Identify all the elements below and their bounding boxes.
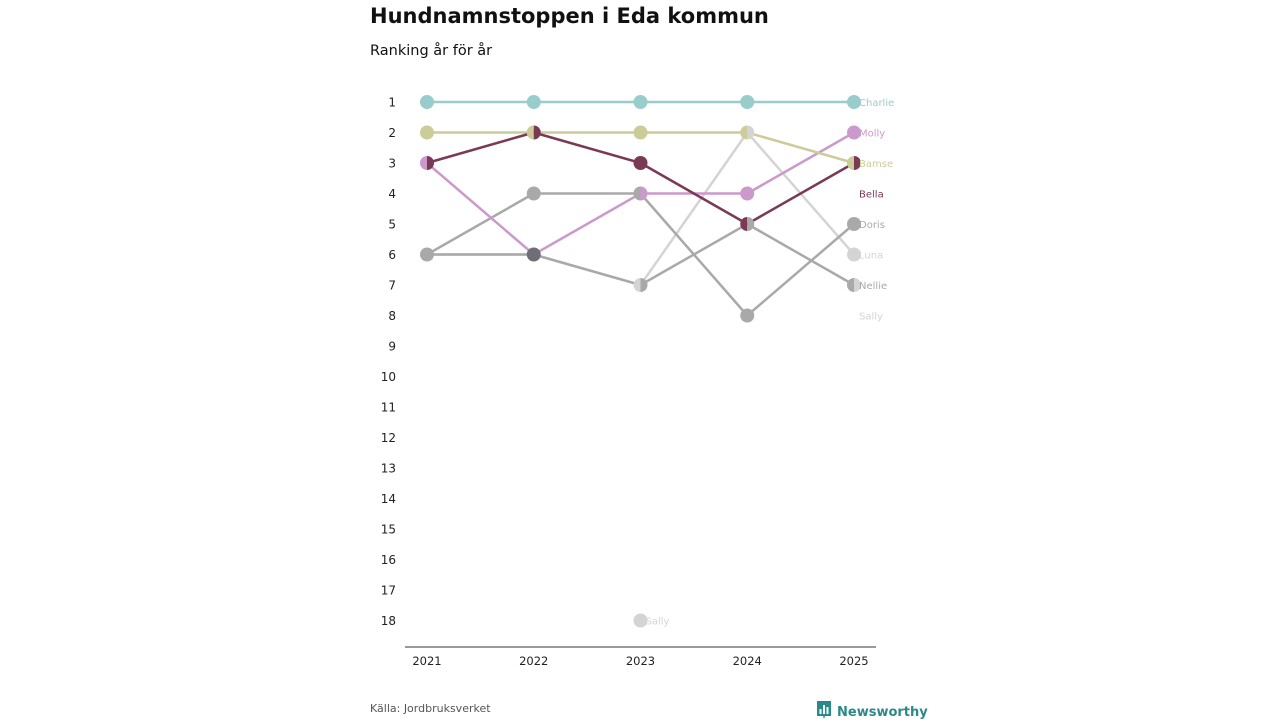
rank-point-2024-8 xyxy=(740,308,755,323)
rank-point-2022-6 xyxy=(526,247,541,262)
end-label-sally: Sally xyxy=(859,312,883,323)
rank-point-2024-2 xyxy=(740,125,755,140)
y-tick-label-2: 2 xyxy=(388,126,396,140)
end-label-bamse: Bamse xyxy=(859,159,893,170)
end-label-nellie: Nellie xyxy=(859,281,887,292)
rank-point-2025-6 xyxy=(847,247,861,262)
brand-logo: Newsworthy xyxy=(816,700,928,724)
y-tick-label-18: 18 xyxy=(381,614,396,628)
y-tick-label-15: 15 xyxy=(381,523,396,537)
y-tick-label-9: 9 xyxy=(388,340,396,354)
chart-subtitle: Ranking år för år xyxy=(370,43,493,59)
x-tick-label-2022: 2022 xyxy=(519,654,548,668)
rank-point-2025-2 xyxy=(847,125,861,140)
y-tick-label-4: 4 xyxy=(388,187,396,201)
y-tick-label-14: 14 xyxy=(381,492,396,506)
rank-point-2025-3 xyxy=(847,156,861,170)
x-axis: 2021 2022 2023 2024 2025 xyxy=(405,646,876,668)
rank-point-2023-4 xyxy=(633,186,648,201)
y-tick-label-11: 11 xyxy=(381,401,396,415)
rank-point-2023-7 xyxy=(633,278,648,292)
rank-point-2021-1 xyxy=(420,95,434,109)
rank-point-2025-5 xyxy=(847,217,861,231)
y-tick-label-6: 6 xyxy=(388,248,396,262)
y-tick-label-8: 8 xyxy=(388,309,396,323)
rank-point-2023-1 xyxy=(633,95,648,109)
y-tick-label-17: 17 xyxy=(381,584,396,598)
y-tick-label-16: 16 xyxy=(381,553,396,567)
x-tick-label-2021: 2021 xyxy=(412,654,441,668)
source-note: Källa: Jordbruksverket xyxy=(370,702,491,715)
rank-point-2021-6 xyxy=(420,247,434,262)
brand-name: Newsworthy xyxy=(837,704,928,720)
rank-point-2025-1 xyxy=(847,95,861,109)
y-tick-label-12: 12 xyxy=(381,431,396,445)
y-tick-label-10: 10 xyxy=(381,370,396,384)
series-line-doris xyxy=(427,222,855,287)
bar-chart-logo-icon xyxy=(816,700,832,724)
rank-point-2022-1 xyxy=(526,95,541,109)
rank-point-2021-2 xyxy=(420,125,434,140)
series-end-labels: Sally Sally Luna Nellie Doris Molly Bamse Bella… xyxy=(646,98,895,628)
rank-point-2024-5 xyxy=(740,217,755,231)
y-tick-label-7: 7 xyxy=(388,279,396,293)
series-line-bella xyxy=(426,131,855,226)
rank-point-2024-1 xyxy=(740,95,755,109)
rank-point-2023-3 xyxy=(633,156,648,170)
chart-title: Hundnamnstoppen i Eda kommun xyxy=(370,4,769,28)
x-tick-label-2025: 2025 xyxy=(839,654,868,668)
rank-point-2023-2 xyxy=(633,125,648,140)
bump-chart: Sally Sally Luna Nellie Doris Molly Bamse Bella… xyxy=(381,95,895,668)
end-label-bella: Bella xyxy=(859,190,884,201)
end-label-molly: Molly xyxy=(859,129,885,140)
rank-points xyxy=(420,95,861,628)
end-label-charlie: Charlie xyxy=(859,98,894,109)
rank-point-2021-3 xyxy=(420,156,434,170)
y-tick-label-5: 5 xyxy=(388,218,396,232)
rank-point-2022-4 xyxy=(526,186,541,201)
y-tick-label-1: 1 xyxy=(388,96,396,110)
rank-point-2025-7 xyxy=(847,278,861,292)
rank-point-2022-2 xyxy=(526,125,541,140)
series-line-sally xyxy=(427,131,855,287)
rank-point-2024-4 xyxy=(740,186,755,201)
end-label-luna: Luna xyxy=(859,251,883,262)
x-tick-label-2023: 2023 xyxy=(626,654,655,668)
x-tick-label-2024: 2024 xyxy=(733,654,762,668)
y-tick-label-3: 3 xyxy=(388,157,396,171)
rank-point-2023-18 xyxy=(633,613,648,628)
y-tick-label-13: 13 xyxy=(381,462,396,476)
end-label-doris: Doris xyxy=(859,220,885,231)
end-label-sally-1: Sally xyxy=(646,617,670,628)
